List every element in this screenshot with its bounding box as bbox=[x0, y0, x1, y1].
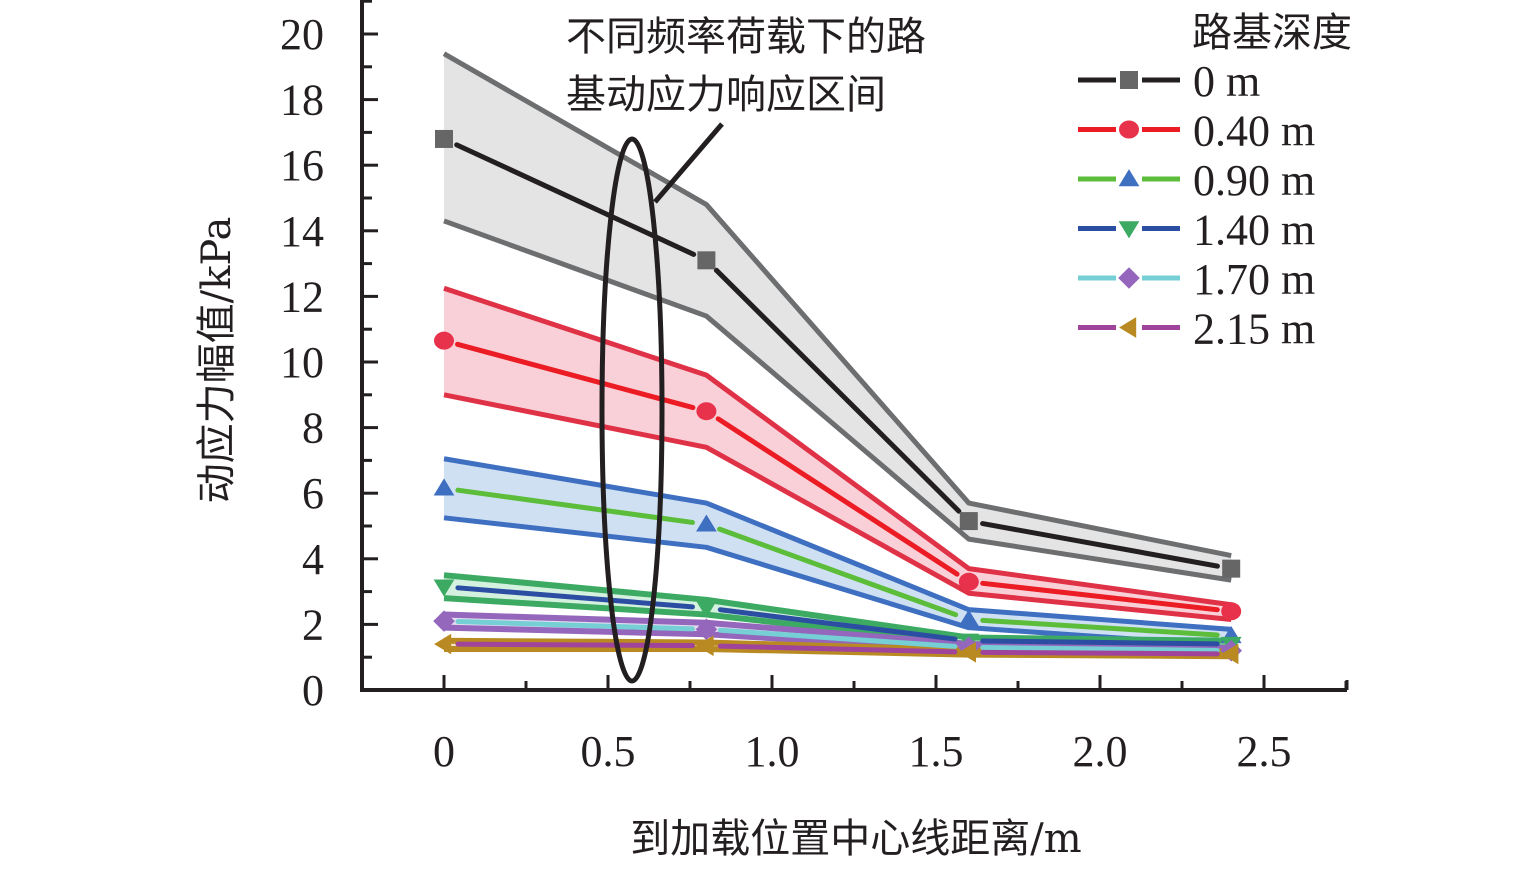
legend-label-5: 2.15 m bbox=[1193, 305, 1315, 354]
y-tick-label: 0 bbox=[302, 666, 324, 715]
response-bands bbox=[442, 51, 1232, 660]
y-tick-label: 12 bbox=[280, 272, 324, 321]
series-line-3-seg-1 bbox=[717, 607, 958, 642]
y-tick-label: 6 bbox=[302, 469, 324, 518]
y-tick-label: 4 bbox=[302, 535, 324, 584]
annotation-text-line-1: 不同频率荷载下的路 bbox=[566, 14, 926, 60]
x-tick-label: 2.0 bbox=[1073, 727, 1128, 776]
x-axis-title: 到加载位置中心线距离/m bbox=[630, 816, 1081, 862]
x-tick-label: 2.5 bbox=[1237, 727, 1292, 776]
data-point-0-1 bbox=[697, 251, 716, 270]
series-line-5-seg-2 bbox=[980, 649, 1220, 657]
series-line-2-seg-1 bbox=[717, 526, 959, 618]
band-upper-edge-1 bbox=[443, 285, 1232, 608]
data-point-3-1 bbox=[696, 600, 717, 618]
data-point-2-1 bbox=[696, 514, 717, 532]
series-line-0-seg-1 bbox=[713, 267, 962, 514]
data-point-2-2 bbox=[958, 609, 980, 627]
data-point-5-1 bbox=[696, 635, 714, 657]
y-tick-label: 8 bbox=[302, 404, 324, 453]
data-point-2-0 bbox=[433, 478, 455, 496]
x-tick-label: 0.5 bbox=[581, 727, 636, 776]
series-markers bbox=[433, 129, 1242, 665]
y-tick-label: 18 bbox=[280, 76, 324, 125]
band-upper-edge-4 bbox=[443, 611, 1232, 652]
y-tick-label: 2 bbox=[302, 600, 324, 649]
series-line-4-seg-2 bbox=[980, 645, 1220, 653]
x-tick-label: 1.5 bbox=[909, 727, 964, 776]
legend-label-1: 0.40 m bbox=[1193, 107, 1315, 156]
annotation-text-line-2: 基动应力响应区间 bbox=[566, 72, 886, 118]
data-point-0-3 bbox=[1222, 559, 1241, 578]
data-point-0-2 bbox=[959, 512, 978, 531]
series-line-4-seg-0 bbox=[455, 619, 695, 632]
y-tick-label: 10 bbox=[280, 338, 324, 387]
data-point-5-2 bbox=[958, 641, 976, 663]
data-point-5-0 bbox=[434, 633, 452, 655]
legend-marker-4 bbox=[1118, 267, 1140, 289]
y-tick-label: 14 bbox=[280, 207, 324, 256]
y-axis-title: 动应力幅值/kPa bbox=[194, 217, 240, 504]
legend-title: 路基深度 bbox=[1192, 10, 1352, 56]
band-lower-edge-1 bbox=[443, 392, 1232, 622]
data-point-5-3 bbox=[1221, 643, 1239, 665]
series-lines bbox=[454, 142, 1220, 657]
legend-marker-2 bbox=[1118, 169, 1140, 187]
data-point-4-0 bbox=[433, 610, 455, 632]
y-ticks: 0 2 4 6 8 10 12 14 16 18 20 bbox=[280, 0, 378, 715]
data-point-3-0 bbox=[433, 579, 455, 597]
band-upper-edge-2 bbox=[443, 456, 1232, 632]
legend-marker-0 bbox=[1120, 71, 1138, 89]
y-tick-label: 16 bbox=[280, 141, 324, 190]
annotation-ellipse bbox=[599, 136, 665, 684]
band-upper-edge-0 bbox=[442, 51, 1232, 558]
legend-marker-1 bbox=[1119, 120, 1139, 139]
legend-marker-3 bbox=[1118, 221, 1140, 239]
band-fill-2 bbox=[444, 458, 1232, 646]
x-ticks: 0 0.5 1.0 1.5 2.0 2.5 bbox=[433, 675, 1348, 776]
legend-label-3: 1.40 m bbox=[1193, 206, 1315, 255]
band-fill-1 bbox=[444, 288, 1232, 620]
series-line-5-seg-0 bbox=[455, 641, 695, 649]
legend-item-5: 2.15 m bbox=[1078, 305, 1315, 354]
legend-label-2: 0.90 m bbox=[1193, 156, 1315, 205]
annotation-pointer bbox=[653, 122, 724, 204]
data-point-0-0 bbox=[435, 129, 453, 148]
legend-item-0: 0 m bbox=[1078, 57, 1260, 106]
series-line-2-seg-2 bbox=[980, 617, 1220, 638]
band-fill-0 bbox=[444, 53, 1232, 581]
x-tick-label: 0 bbox=[433, 727, 455, 776]
band-lower-edge-0 bbox=[443, 218, 1232, 583]
data-point-1-1 bbox=[696, 402, 717, 421]
legend: 路基深度 0 m0.40 m0.90 m1.40 m1.70 m2.15 m bbox=[1078, 10, 1352, 354]
data-point-1-0 bbox=[434, 331, 454, 350]
series-line-1-seg-0 bbox=[455, 341, 696, 411]
legend-item-1: 0.40 m bbox=[1078, 107, 1315, 156]
x-tick-label: 1.0 bbox=[745, 727, 800, 776]
band-upper-edge-3 bbox=[443, 572, 1232, 644]
series-line-1-seg-2 bbox=[980, 580, 1220, 613]
legend-item-2: 0.90 m bbox=[1078, 156, 1315, 205]
series-line-3-seg-2 bbox=[980, 638, 1220, 647]
annotation: 不同频率荷载下的路 基动应力响应区间 bbox=[566, 14, 926, 684]
series-line-1-seg-1 bbox=[715, 416, 960, 577]
series-line-5-seg-1 bbox=[717, 643, 958, 655]
series-line-4-seg-1 bbox=[717, 627, 958, 649]
series-line-2-seg-0 bbox=[455, 487, 696, 525]
data-point-1-3 bbox=[1221, 602, 1242, 621]
data-point-1-2 bbox=[958, 572, 979, 591]
data-point-4-1 bbox=[695, 618, 718, 641]
series-line-0-seg-2 bbox=[980, 521, 1220, 569]
legend-item-3: 1.40 m bbox=[1078, 206, 1315, 255]
legend-label-0: 0 m bbox=[1193, 57, 1260, 106]
legend-label-4: 1.70 m bbox=[1193, 255, 1315, 304]
y-tick-label: 20 bbox=[280, 10, 324, 59]
legend-item-4: 1.70 m bbox=[1078, 255, 1315, 304]
legend-marker-5 bbox=[1119, 317, 1137, 338]
